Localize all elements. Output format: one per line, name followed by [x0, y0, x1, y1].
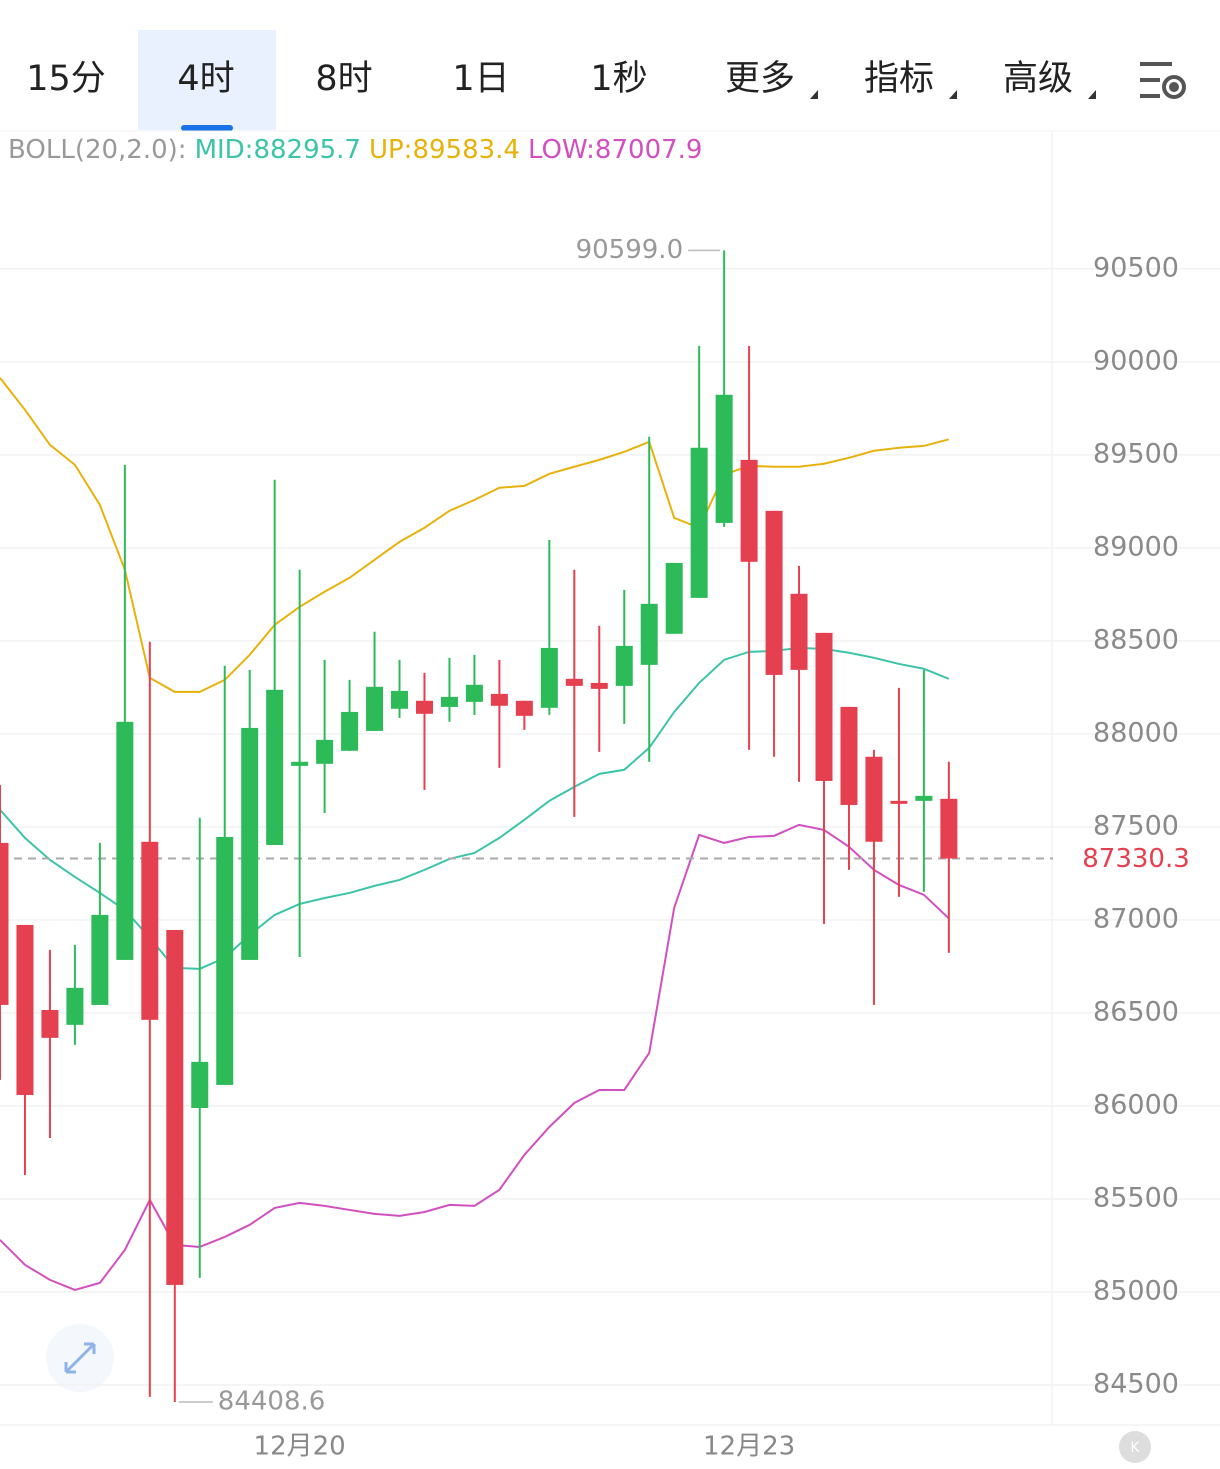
dropdown-arrow: [949, 90, 957, 99]
candle-body: [465, 684, 483, 702]
indicator-legend: BOLL(20,2.0): MID:88295.7 UP:89583.4 LOW:87…: [8, 135, 702, 165]
last-price-label: 87330.3: [1082, 844, 1190, 874]
candle-body: [840, 706, 858, 805]
candle-body: [940, 798, 958, 859]
candle-body: [316, 739, 334, 764]
candle-body: [740, 459, 758, 562]
candle-body: [91, 914, 109, 1005]
scroll-latest-button[interactable]: K: [1119, 1431, 1151, 1463]
y-tick-label: 88500: [1093, 624, 1179, 655]
candle-body: [366, 686, 384, 731]
candle-body: [690, 447, 708, 598]
tab[interactable]: 8时: [315, 59, 372, 99]
candle-body: [440, 696, 458, 707]
candle-body: [116, 721, 134, 960]
candle-body: [415, 700, 433, 714]
candle-body: [515, 700, 533, 716]
y-tick-label: 88000: [1093, 717, 1179, 748]
candle-body: [341, 711, 359, 751]
candle-body: [565, 678, 583, 686]
boll-line: [0, 823, 950, 1291]
dropdown-arrow: [810, 90, 818, 99]
candle-body: [865, 756, 883, 842]
high-mark-label: 90599.0: [576, 235, 684, 265]
expand-button[interactable]: [46, 1324, 114, 1392]
candle-body: [790, 593, 808, 670]
candle-body: [66, 987, 84, 1025]
candle-body: [490, 693, 508, 706]
candle-body: [890, 800, 908, 804]
low-mark-label: 84408.6: [218, 1387, 326, 1417]
y-tick-label: 87000: [1093, 903, 1179, 934]
candle-body: [640, 603, 658, 665]
y-tick-label: 84500: [1093, 1369, 1179, 1400]
chart-settings-icon[interactable]: [1140, 62, 1186, 99]
candle-body: [241, 727, 259, 960]
y-tick-label: 86500: [1093, 996, 1179, 1027]
candle-body: [291, 761, 309, 766]
dropdown-arrow: [1088, 90, 1096, 99]
candle-body: [765, 510, 783, 675]
candle-body: [540, 647, 558, 708]
y-tick-label: 89000: [1093, 531, 1179, 562]
y-tick-label: 86000: [1093, 1089, 1179, 1120]
candle-body: [391, 690, 409, 709]
candle-body: [16, 924, 34, 1095]
tab[interactable]: 指标: [864, 59, 934, 99]
candle-body: [41, 1009, 59, 1038]
candle-body: [915, 795, 933, 801]
last-price-box: [1053, 840, 1220, 877]
legend-entry: MID:88295.7: [195, 135, 361, 165]
tab[interactable]: 更多: [725, 59, 795, 99]
y-tick-label: 90000: [1093, 345, 1179, 376]
x-tick-label: 12月23: [703, 1432, 795, 1462]
y-tick-label: 87500: [1093, 810, 1179, 841]
y-tick-label: 85500: [1093, 1182, 1179, 1213]
candle-body: [0, 842, 9, 1005]
tab[interactable]: 1秒: [590, 59, 647, 99]
svg-text:K: K: [1130, 1440, 1140, 1456]
selected-tab-indicator: [181, 125, 233, 131]
candle-body: [665, 562, 683, 634]
y-tick-label: 90500: [1093, 252, 1179, 283]
y-tick-label: 89500: [1093, 438, 1179, 469]
tab[interactable]: 1日: [452, 59, 509, 99]
indicator-name: BOLL(20,2.0):: [8, 135, 187, 165]
candle-body: [166, 929, 184, 1285]
legend-entry: UP:89583.4: [369, 135, 520, 165]
candle-body: [815, 632, 833, 781]
candle-body: [590, 682, 608, 689]
candle-body: [615, 645, 633, 686]
tab[interactable]: 4时: [177, 59, 234, 99]
candle-body: [715, 394, 733, 523]
boll-line: [0, 377, 950, 693]
candle-body: [266, 689, 284, 845]
indicator-text: BOLL(20,2.0): MID:88295.7 UP:89583.4 LOW:87…: [8, 135, 702, 165]
candle-body: [216, 836, 234, 1085]
tab[interactable]: 15分: [26, 59, 106, 99]
x-tick-label: 12月20: [254, 1432, 346, 1462]
candle-body: [141, 841, 159, 1020]
candle-body: [191, 1061, 209, 1108]
selected-tab-background: [138, 30, 276, 130]
legend-entry: LOW:87007.9: [528, 135, 702, 165]
tab[interactable]: 高级: [1003, 59, 1073, 99]
y-tick-label: 85000: [1093, 1275, 1179, 1306]
